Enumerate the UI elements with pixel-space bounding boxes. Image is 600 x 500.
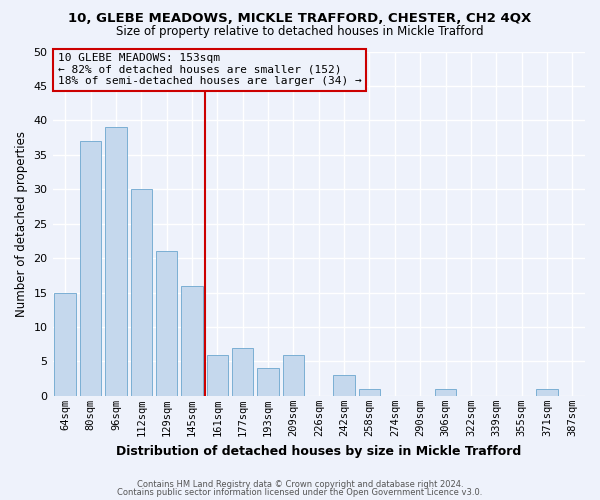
Bar <box>232 348 253 396</box>
Text: 10, GLEBE MEADOWS, MICKLE TRAFFORD, CHESTER, CH2 4QX: 10, GLEBE MEADOWS, MICKLE TRAFFORD, CHES… <box>68 12 532 26</box>
Bar <box>257 368 279 396</box>
Text: Size of property relative to detached houses in Mickle Trafford: Size of property relative to detached ho… <box>116 25 484 38</box>
X-axis label: Distribution of detached houses by size in Mickle Trafford: Distribution of detached houses by size … <box>116 444 521 458</box>
Bar <box>80 141 101 396</box>
Bar <box>131 190 152 396</box>
Bar <box>156 251 178 396</box>
Text: Contains public sector information licensed under the Open Government Licence v3: Contains public sector information licen… <box>118 488 482 497</box>
Text: Contains HM Land Registry data © Crown copyright and database right 2024.: Contains HM Land Registry data © Crown c… <box>137 480 463 489</box>
Bar <box>435 389 457 396</box>
Bar <box>181 286 203 396</box>
Bar <box>105 128 127 396</box>
Bar <box>283 354 304 396</box>
Bar <box>334 375 355 396</box>
Text: 10 GLEBE MEADOWS: 153sqm
← 82% of detached houses are smaller (152)
18% of semi-: 10 GLEBE MEADOWS: 153sqm ← 82% of detach… <box>58 53 362 86</box>
Bar <box>206 354 228 396</box>
Y-axis label: Number of detached properties: Number of detached properties <box>15 130 28 316</box>
Bar <box>55 292 76 396</box>
Bar <box>536 389 558 396</box>
Bar <box>359 389 380 396</box>
